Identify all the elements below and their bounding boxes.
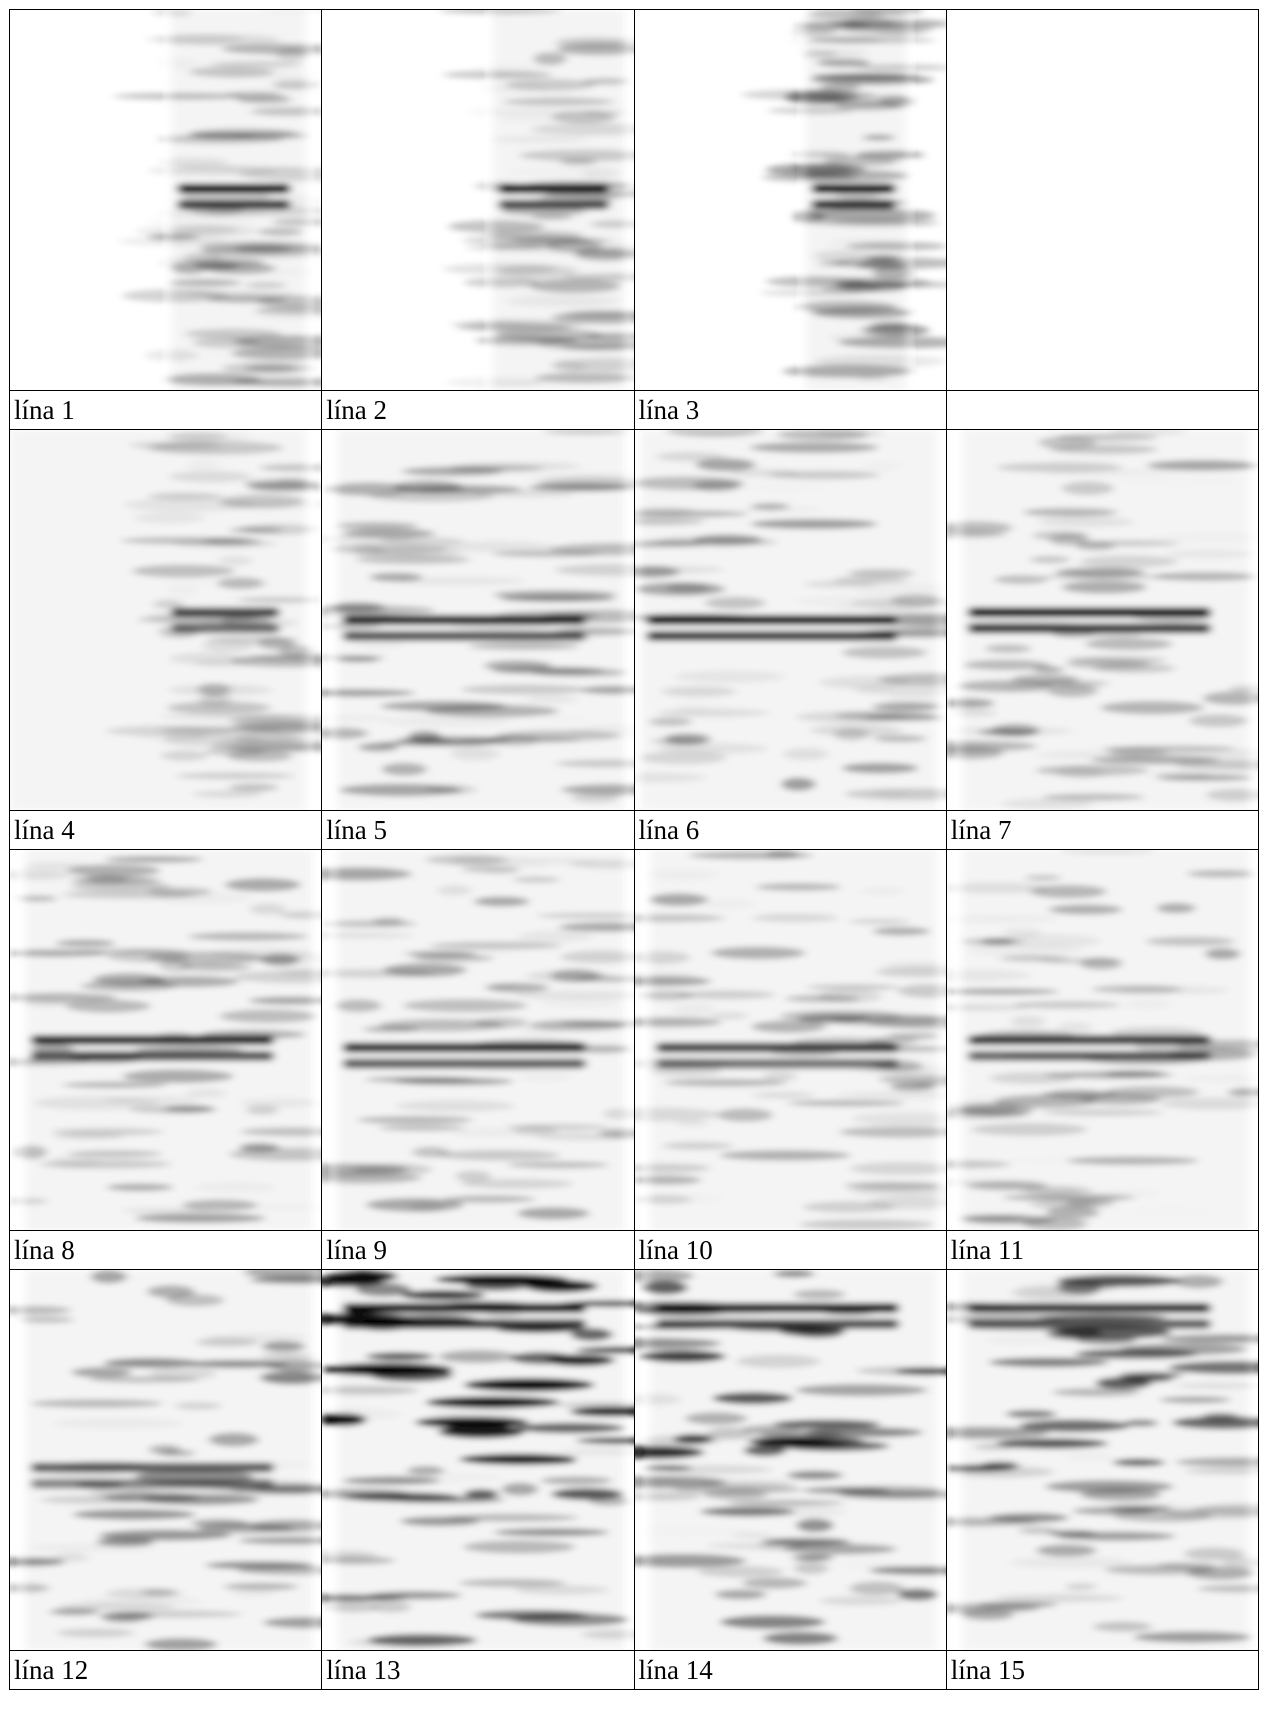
table-row: lína 4 lína 5 lína 6 lína 7 — [10, 811, 1259, 850]
label-cell: lína 11 — [946, 1231, 1258, 1270]
image-cell — [10, 850, 322, 1231]
panel-label: lína 11 — [951, 1235, 1024, 1265]
image-cell — [10, 10, 322, 391]
panel-label: lína 7 — [951, 815, 1012, 845]
panel-label: lína 5 — [326, 815, 387, 845]
image-cell — [634, 850, 946, 1231]
label-cell — [946, 391, 1258, 430]
image-cell — [634, 10, 946, 391]
image-cell — [946, 10, 1258, 391]
seismic-image — [10, 1270, 321, 1650]
table-row: lína 1 lína 2 lína 3 — [10, 391, 1259, 430]
seismic-image — [635, 850, 946, 1230]
seismic-image — [322, 1270, 633, 1650]
panel-label: lína 12 — [14, 1655, 88, 1685]
label-cell: lína 10 — [634, 1231, 946, 1270]
panel-label: lína 8 — [14, 1235, 75, 1265]
page: lína 1lína 2lína 3lína 4lína 5lína 6lína… — [0, 0, 1269, 1711]
label-cell: lína 8 — [10, 1231, 322, 1270]
seismic-image — [10, 10, 321, 390]
label-cell: lína 4 — [10, 811, 322, 850]
seismic-image — [10, 430, 321, 810]
panel-label: lína 4 — [14, 815, 75, 845]
label-cell: lína 12 — [10, 1651, 322, 1690]
table-row — [10, 430, 1259, 811]
seismic-image — [635, 1270, 946, 1650]
seismic-image — [947, 430, 1258, 810]
seismic-image — [635, 10, 946, 390]
label-cell: lína 15 — [946, 1651, 1258, 1690]
seismic-image — [947, 850, 1258, 1230]
panel-label: lína 3 — [639, 395, 700, 425]
table-row: lína 8 lína 9 lína 10 lína 11 — [10, 1231, 1259, 1270]
image-cell — [10, 430, 322, 811]
table-row — [10, 850, 1259, 1231]
panel-label: lína 6 — [639, 815, 700, 845]
seismic-image — [635, 430, 946, 810]
image-cell — [322, 430, 634, 811]
seismic-image — [322, 10, 633, 390]
label-cell: lína 6 — [634, 811, 946, 850]
panel-label: lína 14 — [639, 1655, 713, 1685]
seismic-image — [322, 430, 633, 810]
label-cell: lína 14 — [634, 1651, 946, 1690]
label-cell: lína 7 — [946, 811, 1258, 850]
panel-label: lína 9 — [326, 1235, 387, 1265]
label-cell: lína 2 — [322, 391, 634, 430]
image-cell — [634, 430, 946, 811]
panel-label: lína 15 — [951, 1655, 1025, 1685]
seismic-image — [10, 850, 321, 1230]
label-cell: lína 5 — [322, 811, 634, 850]
table-row: lína 12 lína 13 lína 14 lína 15 — [10, 1651, 1259, 1690]
panel-label: lína 1 — [14, 395, 75, 425]
image-cell — [322, 10, 634, 391]
image-cell — [946, 1270, 1258, 1651]
seismic-image — [947, 1270, 1258, 1650]
label-cell: lína 13 — [322, 1651, 634, 1690]
image-cell — [946, 850, 1258, 1231]
panel-label: lína 2 — [326, 395, 387, 425]
image-cell — [946, 430, 1258, 811]
table-row — [10, 1270, 1259, 1651]
image-cell — [10, 1270, 322, 1651]
label-cell: lína 3 — [634, 391, 946, 430]
label-cell: lína 1 — [10, 391, 322, 430]
panel-label: lína 10 — [639, 1235, 713, 1265]
image-cell — [322, 1270, 634, 1651]
image-cell — [322, 850, 634, 1231]
image-cell — [634, 1270, 946, 1651]
table-row — [10, 10, 1259, 391]
panel-label: lína 13 — [326, 1655, 400, 1685]
label-cell: lína 9 — [322, 1231, 634, 1270]
seismic-image — [322, 850, 633, 1230]
